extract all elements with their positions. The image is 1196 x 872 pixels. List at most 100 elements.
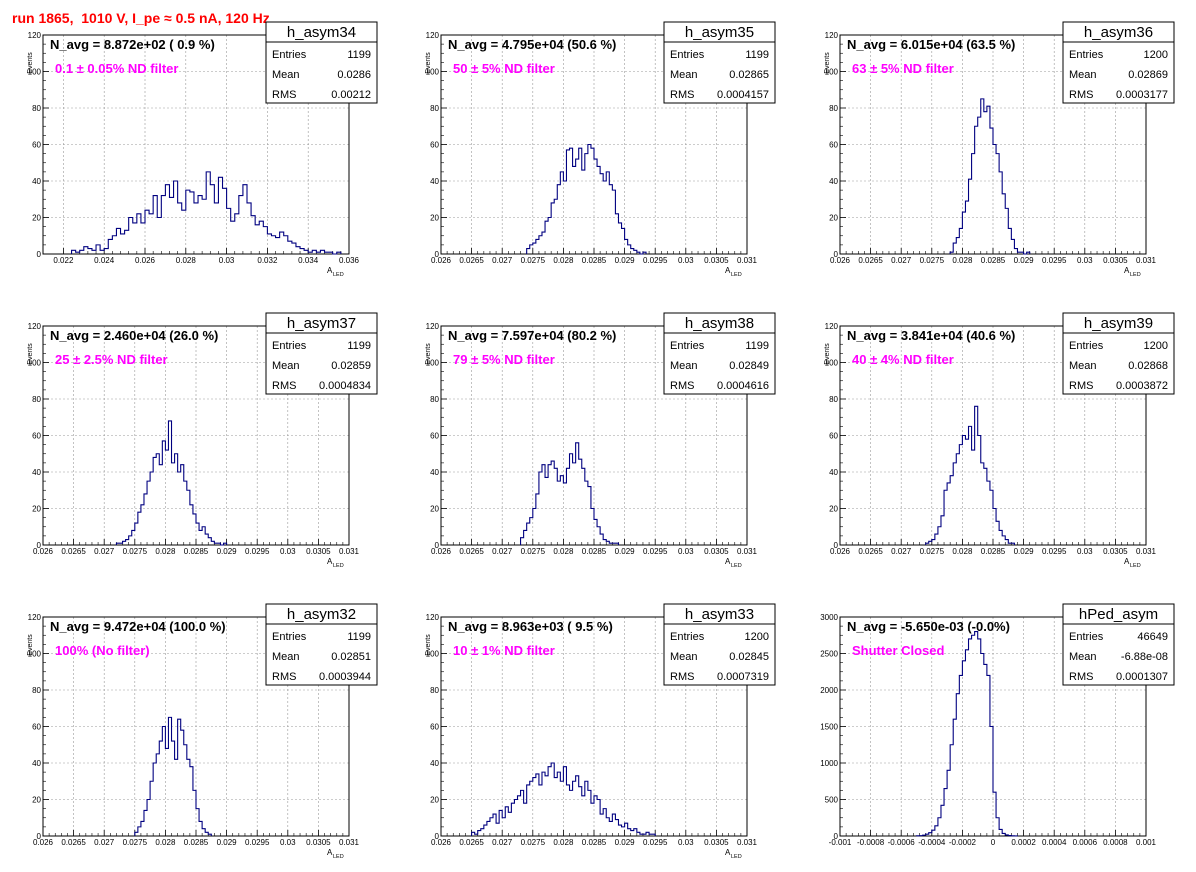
x-axis-label: A [725,557,731,566]
y-tick-label: 100 [28,359,42,368]
x-tick-label: -0.0008 [857,838,885,847]
stats-value: 0.0003177 [1116,89,1168,101]
stats-key: RMS [670,89,694,101]
y-tick-label: 120 [426,613,440,622]
stats-value: 0.02868 [1128,360,1168,372]
y-axis-label: Events [824,52,831,74]
x-tick-label: 0.029 [1014,547,1035,556]
x-tick-label: 0.029 [615,256,636,265]
y-tick-label: 0 [834,250,839,259]
y-axis-label: Events [27,634,34,656]
stats-value: 0.02865 [729,69,769,81]
x-tick-label: 0.034 [298,256,319,265]
y-tick-label: 0 [834,832,839,841]
stats-title: h_asym32 [287,606,356,623]
stats-title: hPed_asym [1079,606,1158,623]
x-tick-label: 0.0305 [704,547,729,556]
stats-value: 0.0004157 [717,89,769,101]
x-tick-label: -0.0006 [888,838,916,847]
x-tick-label: 0.029 [615,547,636,556]
y-tick-label: 0 [37,250,42,259]
y-tick-label: 2000 [820,686,838,695]
histogram-panel: 0.026 0.0265 0.027 0.0275 0.028 0.0285 0.029 0.… [824,312,1175,569]
y-tick-label: 100 [426,68,440,77]
stats-value: 0.02859 [331,360,371,372]
y-tick-label: 40 [829,468,838,477]
x-tick-label: 0.0295 [643,838,668,847]
y-tick-label: 60 [430,723,439,732]
navg-label: N_avg = 7.597e+04 (80.2 %) [448,328,616,343]
x-tick-label: 0.027 [492,547,513,556]
y-tick-label: 80 [32,395,41,404]
filter-annotation: 0.1 ± 0.05% ND filter [55,61,178,76]
filter-annotation: 25 ± 2.5% ND filter [55,352,168,367]
x-tick-label: 0.027 [891,547,912,556]
y-tick-label: 0 [834,541,839,550]
x-tick-label: 0.0265 [459,547,484,556]
y-tick-label: 80 [32,104,41,113]
y-tick-label: 120 [825,322,839,331]
stats-value: 0.02845 [729,651,769,663]
filter-annotation: 40 ± 4% ND filter [852,352,954,367]
stats-key: Entries [670,340,705,352]
y-tick-label: 120 [426,322,440,331]
x-tick-label: 0.0275 [521,547,546,556]
x-tick-label: 0.027 [891,256,912,265]
x-tick-label: 0.031 [339,838,360,847]
stats-value: 1199 [347,49,371,61]
stats-value: 0.00212 [331,89,371,101]
x-tick-label: 0.031 [737,256,758,265]
y-tick-label: 100 [426,359,440,368]
y-tick-label: 40 [32,177,41,186]
stats-key: RMS [272,89,296,101]
filter-annotation: 10 ± 1% ND filter [453,643,555,658]
y-tick-label: 100 [28,650,42,659]
y-tick-label: 40 [32,759,41,768]
x-tick-label: 0 [991,838,996,847]
x-tick-label: 0.0008 [1103,838,1128,847]
y-tick-label: 60 [829,141,838,150]
y-tick-label: 20 [32,505,41,514]
y-tick-label: 0 [435,250,440,259]
filter-annotation: Shutter Closed [852,643,945,658]
stats-key: Entries [1069,49,1104,61]
stats-key: RMS [1069,671,1093,683]
stats-box [1062,312,1175,395]
stats-key: Entries [272,340,307,352]
y-tick-label: 40 [430,177,439,186]
x-tick-label: 0.028 [155,838,176,847]
y-tick-label: 60 [430,141,439,150]
stats-value: 0.0286 [337,69,371,81]
x-tick-label: 0.026 [33,547,54,556]
y-tick-label: 120 [28,31,42,40]
navg-label: N_avg = 2.460e+04 (26.0 %) [50,328,218,343]
x-tick-label: 0.036 [339,256,360,265]
stats-key: Mean [1069,651,1097,663]
stats-key: Entries [1069,631,1104,643]
x-tick-label: 0.0305 [1103,547,1128,556]
x-tick-label: 0.024 [94,256,115,265]
x-tick-label: 0.0295 [643,547,668,556]
stats-key: Entries [272,631,307,643]
histogram-panel: -0.001 -0.0008 -0.0006 -0.0004 -0.0002 0 0.000… [820,603,1175,847]
y-tick-label: 20 [829,505,838,514]
x-tick-label: 0.031 [1136,256,1157,265]
histogram-line [925,405,1015,545]
x-tick-label: 0.0265 [459,256,484,265]
x-tick-label: 0.0295 [1042,547,1067,556]
y-tick-label: 0 [435,541,440,550]
x-tick-label: 0.0275 [123,547,148,556]
x-tick-label: 0.031 [737,838,758,847]
x-tick-label: 0.03 [280,838,296,847]
x-tick-label: 0.028 [553,547,574,556]
x-tick-label: 0.03 [219,256,235,265]
x-tick-label: 0.0305 [1103,256,1128,265]
x-tick-label: 0.028 [553,838,574,847]
stats-value: 1199 [745,340,769,352]
stats-title: h_asym34 [287,24,356,41]
x-tick-label: 0.03 [1077,547,1093,556]
y-axis-label: Events [425,52,432,74]
stats-box [265,21,378,104]
histogram-line [915,631,1019,837]
stats-box [663,21,776,104]
